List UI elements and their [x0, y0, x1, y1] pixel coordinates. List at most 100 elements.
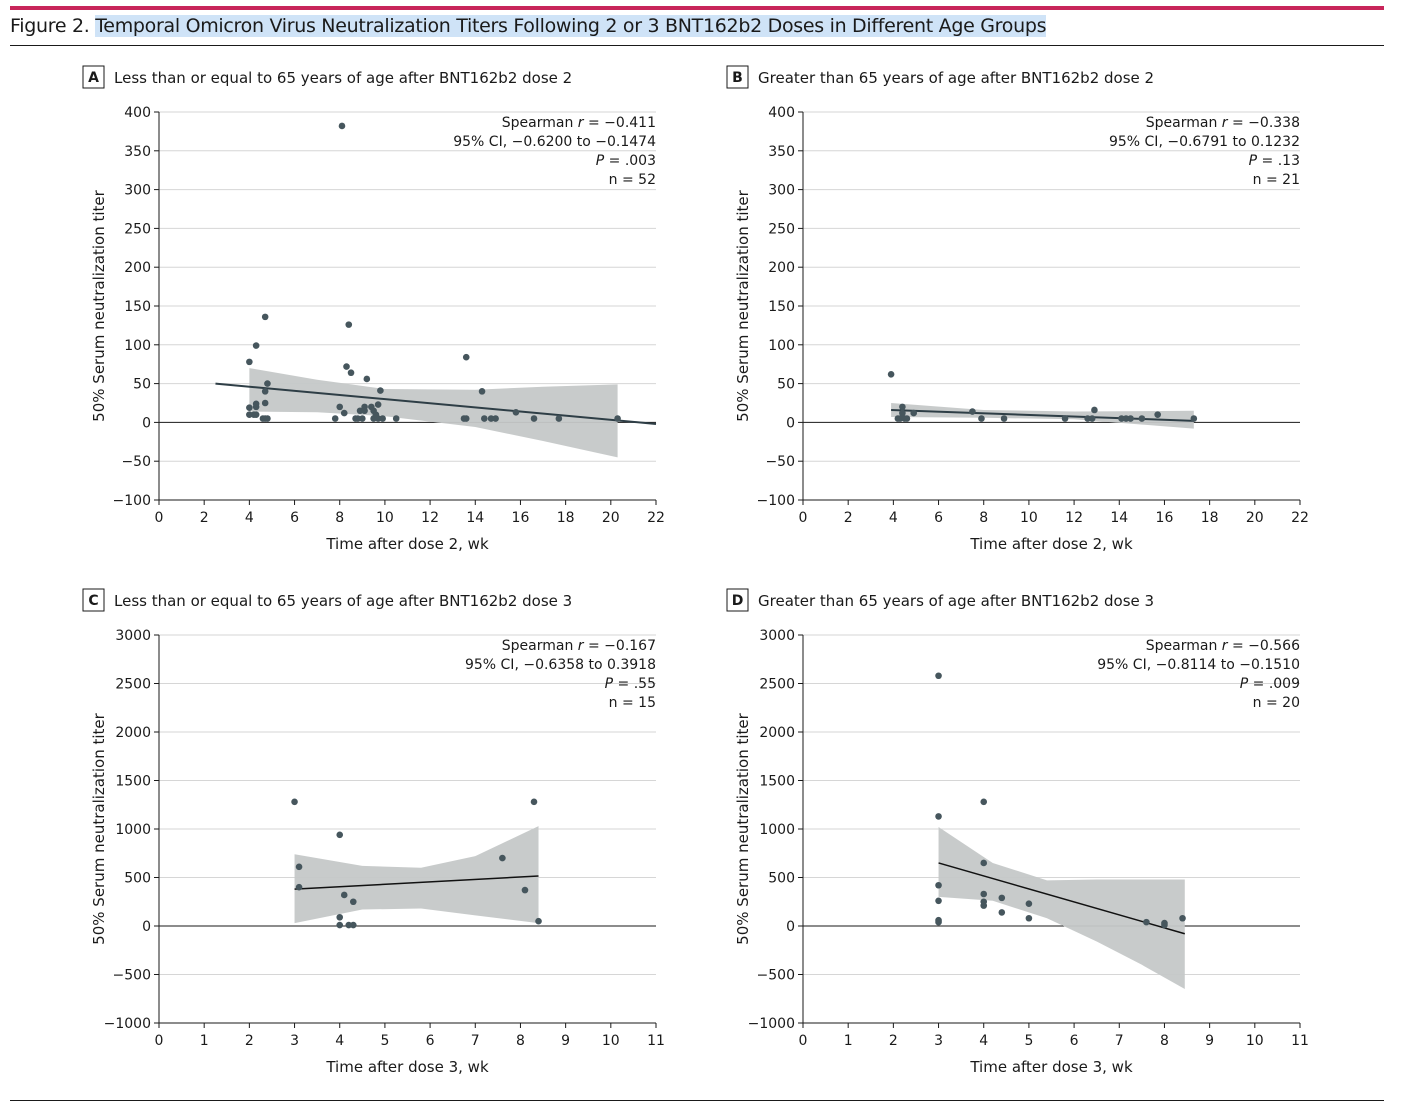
panel-b: B Greater than 65 years of age after BNT1…: [726, 65, 1309, 553]
y-tick-label: −100: [113, 493, 151, 509]
data-point: [338, 122, 346, 130]
confidence-band: [938, 827, 1185, 990]
stat-r-prefix: Spearman: [1146, 638, 1222, 654]
data-point: [1122, 415, 1130, 422]
x-tick-label: 4: [979, 1033, 988, 1049]
stat-spearman: Spearman r = −0.566: [1146, 638, 1300, 654]
x-tick-label: 16: [512, 510, 530, 526]
panel-letter-box: [726, 588, 749, 612]
y-tick-label: 150: [124, 299, 151, 315]
y-tick-label: 250: [768, 221, 795, 237]
data-point: [998, 909, 1006, 916]
data-point: [512, 409, 520, 416]
data-point: [1025, 900, 1033, 907]
data-point: [998, 894, 1006, 902]
panel-title: Less than or equal to 65 years of age af…: [114, 592, 572, 610]
data-point: [935, 672, 942, 680]
x-tick-label: 1: [200, 1033, 209, 1049]
x-tick-label: 8: [1160, 1033, 1169, 1049]
y-tick-label: 1500: [759, 774, 795, 790]
y-tick-label: 350: [768, 144, 795, 160]
data-point: [978, 415, 985, 422]
data-point: [462, 415, 470, 422]
data-point: [349, 898, 357, 906]
data-point: [614, 415, 621, 422]
x-tick-label: 10: [1020, 510, 1038, 526]
y-axis-label: 50% Serum neutralization titer: [734, 189, 752, 421]
x-axis-label: Time after dose 2, wk: [325, 535, 489, 553]
x-tick-label: 4: [335, 1033, 344, 1049]
data-point: [980, 859, 988, 867]
stat-r-symbol: r: [1222, 115, 1229, 131]
data-point: [969, 408, 976, 415]
x-tick-label: 2: [200, 510, 209, 526]
data-point: [499, 854, 506, 862]
panel-letter-box: [726, 65, 749, 89]
y-tick-label: 1500: [115, 774, 151, 790]
x-tick-label: 9: [1205, 1033, 1214, 1049]
x-axis-label: Time after dose 2, wk: [969, 535, 1133, 553]
data-point: [336, 831, 344, 839]
data-point: [374, 415, 382, 422]
y-tick-label: 300: [768, 183, 795, 199]
data-point: [980, 902, 988, 909]
data-point: [1143, 918, 1150, 926]
data-point: [935, 918, 942, 926]
panel-title: Greater than 65 years of age after BNT16…: [758, 69, 1154, 87]
data-point: [1025, 914, 1033, 922]
x-tick-label: 2: [844, 510, 853, 526]
data-point: [261, 313, 269, 321]
y-tick-label: 50: [777, 377, 795, 393]
data-point: [246, 358, 253, 366]
panel-letter: C: [88, 593, 98, 609]
x-tick-label: 2: [245, 1033, 254, 1049]
x-tick-label: 0: [799, 1033, 808, 1049]
y-axis-label: 50% Serum neutralization titer: [90, 189, 108, 421]
x-axis-label: Time after dose 3, wk: [969, 1058, 1133, 1076]
x-tick-label: 20: [1246, 510, 1264, 526]
stat-p-value: = .55: [613, 676, 656, 692]
data-point: [295, 883, 303, 891]
y-tick-label: 250: [124, 221, 151, 237]
y-tick-label: 50: [133, 377, 151, 393]
x-tick-label: 12: [1065, 510, 1083, 526]
data-point: [343, 363, 350, 370]
figure-label: Figure 2.: [10, 15, 90, 37]
y-tick-label: −1000: [748, 1016, 795, 1032]
y-tick-label: 100: [768, 338, 795, 354]
title-rule: [10, 45, 1384, 46]
data-point: [899, 403, 906, 411]
x-tick-label: 18: [557, 510, 575, 526]
x-tick-label: 8: [335, 510, 344, 526]
data-point: [246, 404, 253, 411]
y-axis-label: 50% Serum neutralization titer: [734, 712, 752, 944]
y-tick-label: −500: [757, 968, 795, 984]
data-point: [349, 921, 357, 929]
data-point: [392, 415, 400, 422]
x-tick-label: 6: [426, 1033, 435, 1049]
stat-p-value: = .009: [1248, 676, 1300, 692]
data-point: [1061, 415, 1069, 422]
stat-n: n = 52: [609, 172, 656, 188]
data-point: [1118, 415, 1125, 422]
panel-d: D Greater than 65 years of age after BNT1…: [726, 588, 1309, 1076]
data-point: [1179, 914, 1186, 922]
data-point: [935, 897, 942, 905]
x-tick-label: 22: [1291, 510, 1309, 526]
stat-n: n = 15: [609, 695, 656, 711]
x-tick-label: 0: [799, 510, 808, 526]
data-point: [521, 886, 529, 894]
panel-title: Greater than 65 years of age after BNT16…: [758, 592, 1154, 610]
y-tick-label: −50: [765, 454, 795, 470]
y-tick-label: −50: [121, 454, 151, 470]
x-tick-label: 5: [1024, 1033, 1033, 1049]
data-point: [377, 387, 384, 394]
data-point: [264, 380, 271, 387]
data-point: [1138, 415, 1146, 422]
y-tick-label: 2000: [759, 725, 795, 741]
data-point: [1127, 415, 1134, 422]
x-tick-label: 14: [1110, 510, 1128, 526]
stat-n: n = 20: [1253, 695, 1300, 711]
y-axis-label: 50% Serum neutralization titer: [90, 712, 108, 944]
